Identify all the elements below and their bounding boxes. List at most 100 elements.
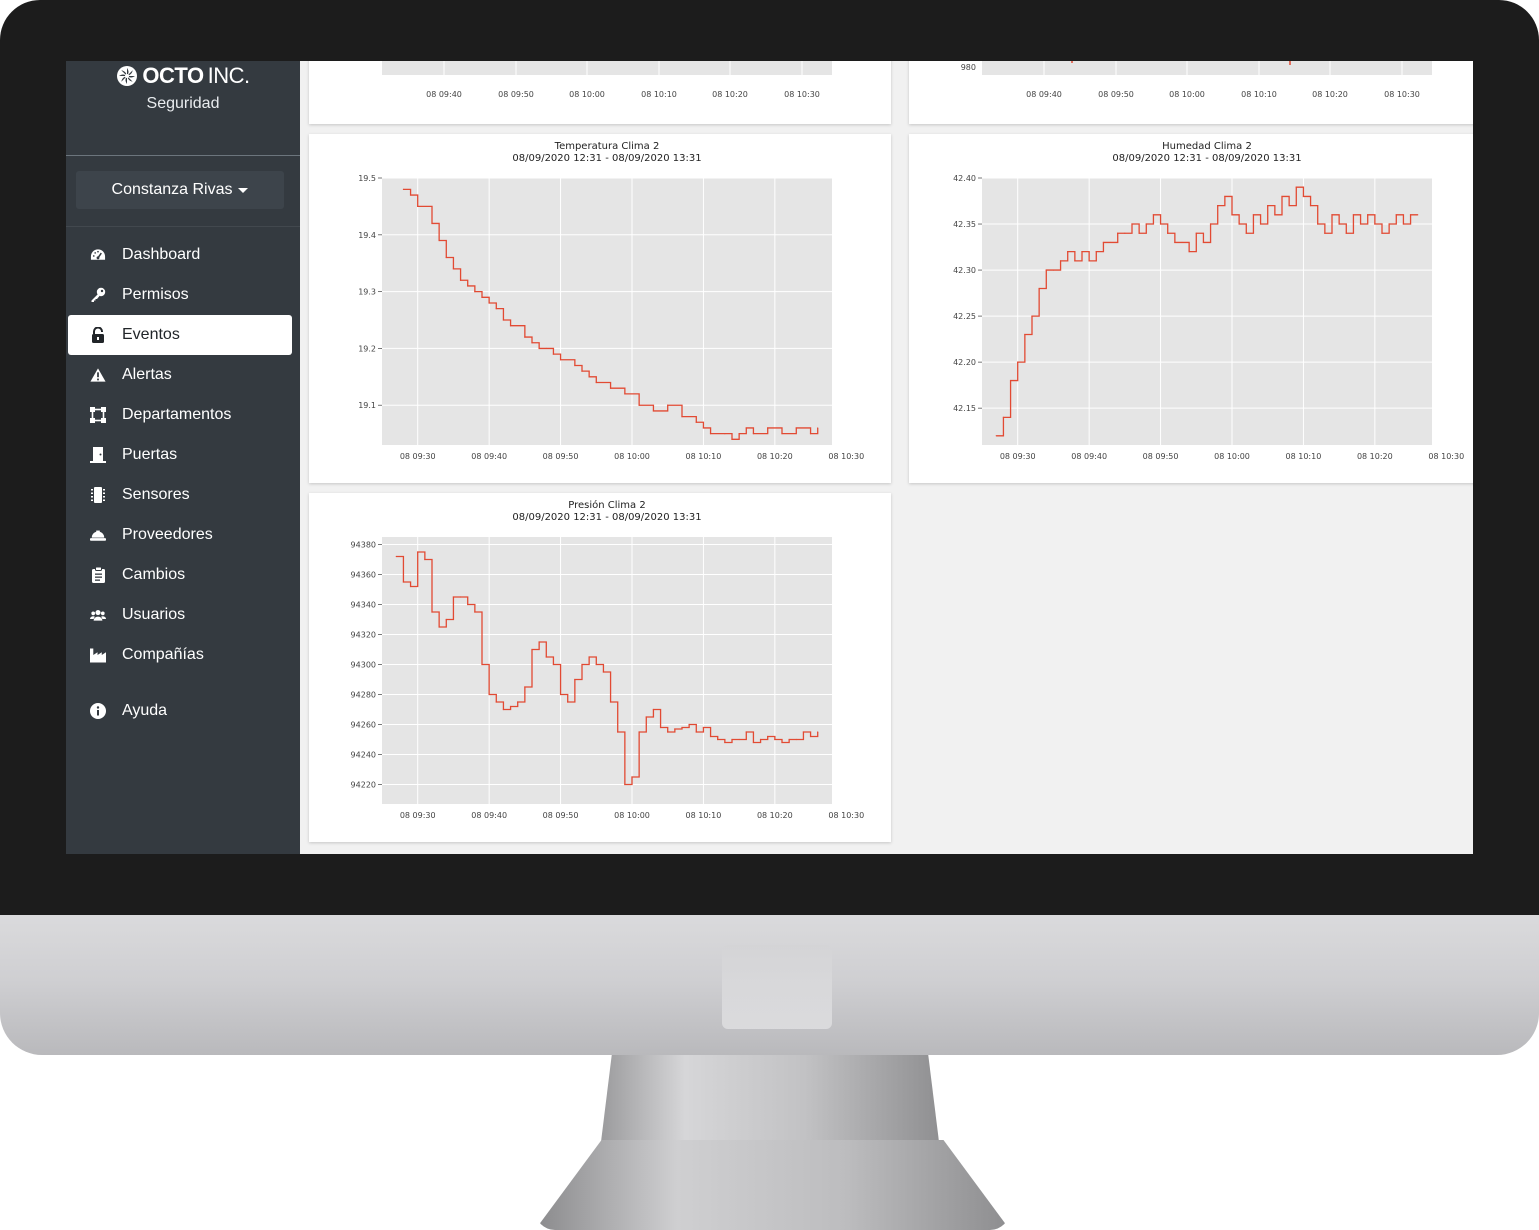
x-tick-label: 08 10:30 [784, 90, 820, 99]
data-point [1059, 260, 1062, 262]
data-point [1188, 251, 1190, 253]
data-point [1352, 214, 1355, 216]
x-tick-label: 08 09:40 [471, 452, 507, 461]
data-point [731, 438, 733, 440]
sidebar-item-companias[interactable]: Compañías [66, 635, 300, 675]
data-point [752, 433, 755, 435]
data-point [531, 648, 533, 651]
x-tick-label: 08 09:50 [498, 90, 534, 99]
data-point [688, 723, 690, 726]
data-point [524, 686, 526, 688]
x-tick-label: 08 10:10 [641, 90, 677, 99]
data-point [1045, 269, 1047, 271]
data-point [1267, 205, 1269, 207]
data-point [767, 427, 769, 429]
data-point [1174, 241, 1176, 244]
chart-card-temperatura: Temperatura Clima 2 08/09/2020 12:31 - 08… [309, 134, 891, 483]
y-tick-label: 94320 [351, 631, 376, 640]
data-point [459, 279, 462, 281]
sidebar-item-departamentos[interactable]: Departamentos [66, 395, 300, 435]
sidebar-item-alertas[interactable]: Alertas [66, 355, 300, 395]
data-point [1395, 214, 1397, 216]
data-point [1252, 214, 1255, 216]
data-point [417, 205, 419, 208]
chart-title: Temperatura Clima 2 [554, 141, 660, 152]
data-point [667, 404, 669, 406]
chart-card-humedad: Humedad Clima 2 08/09/2020 12:31 - 08/09/… [909, 134, 1473, 483]
data-point [1202, 241, 1205, 244]
brand-suffix: INC. [207, 63, 251, 88]
data-point [538, 347, 540, 350]
x-tick-label: 08 09:40 [1071, 452, 1107, 461]
sidebar-item-ayuda[interactable]: Ayuda [66, 691, 300, 731]
sidebar-item-cambios[interactable]: Cambios [66, 555, 300, 595]
data-point [459, 596, 462, 598]
data-point [467, 285, 469, 287]
x-tick-label: 08 10:20 [757, 452, 793, 461]
data-point [745, 731, 747, 733]
sidebar-item-usuarios[interactable]: Usuarios [66, 595, 300, 635]
data-point [809, 735, 812, 738]
data-point [1331, 214, 1333, 216]
chart-svg: 08 09:40 08 09:50 08 10:00 08 10:10 08 10:20… [961, 61, 1432, 99]
industry-icon [90, 647, 106, 663]
data-point [788, 738, 790, 741]
data-point [759, 738, 762, 741]
user-dropdown-button[interactable]: Constanza Rivas [76, 171, 284, 209]
x-tick-label: 08 10:30 [1384, 90, 1420, 99]
plot-area [382, 61, 832, 75]
data-point [1359, 223, 1362, 225]
sidebar-item-label: Compañías [122, 646, 204, 663]
sidebar-item-proveedores[interactable]: Proveedores [66, 515, 300, 555]
sidebar-item-permisos[interactable]: Permisos [66, 275, 300, 315]
data-point [617, 731, 619, 733]
data-point [1138, 232, 1140, 234]
data-point [417, 551, 419, 553]
data-point [1102, 241, 1105, 244]
data-point [395, 555, 397, 558]
x-tick-label: 08 10:10 [1286, 452, 1322, 461]
data-point [481, 296, 483, 298]
plot-area [382, 178, 832, 445]
data-point [531, 342, 533, 344]
sidebar-item-puertas[interactable]: Puertas [66, 435, 300, 475]
chart-svg: Presión Clima 208/09/2020 12:31 - 08/09/… [351, 499, 865, 820]
data-point [595, 663, 597, 666]
y-tick-label: 94380 [351, 541, 376, 550]
sidebar-nav: Dashboard Permisos Eventos Alertas [66, 235, 300, 731]
sidebar-item-label: Eventos [122, 326, 180, 343]
warning-icon [90, 367, 106, 383]
data-point [795, 738, 797, 741]
sidebar-item-sensores[interactable]: Sensores [66, 475, 300, 515]
sidebar-item-label: Dashboard [122, 246, 201, 263]
brand-logo[interactable]: OCTO INC. [66, 63, 300, 89]
data-point [702, 427, 705, 429]
data-point [1024, 333, 1026, 336]
data-point [1345, 232, 1347, 234]
data-point [1152, 214, 1155, 216]
x-tick-label: 08 09:40 [471, 811, 507, 820]
series-line [996, 186, 1418, 437]
data-point [1209, 223, 1212, 225]
data-point [559, 693, 562, 696]
chart-svg: 08 09:40 08 09:50 08 10:00 08 10:10 08 10:20… [382, 61, 832, 99]
data-point [724, 741, 726, 744]
brand-name: OCTO [142, 63, 204, 88]
data-point [795, 427, 797, 429]
data-point [1095, 251, 1097, 253]
chart-title: Humedad Clima 2 [1162, 141, 1252, 152]
data-point [695, 731, 697, 733]
data-point [645, 716, 647, 718]
data-point [1167, 232, 1169, 234]
data-point [1109, 241, 1112, 244]
x-tick-label: 08 09:50 [543, 452, 579, 461]
data-point [467, 603, 469, 606]
data-point [445, 256, 447, 259]
data-point [1159, 223, 1162, 225]
y-tick-label: 980 [961, 63, 976, 72]
sidebar-item-eventos[interactable]: Eventos [68, 315, 292, 355]
series-line [396, 551, 819, 786]
sidebar-item-dashboard[interactable]: Dashboard [66, 235, 300, 275]
data-point [559, 359, 562, 361]
sidebar-item-label: Sensores [122, 486, 190, 503]
